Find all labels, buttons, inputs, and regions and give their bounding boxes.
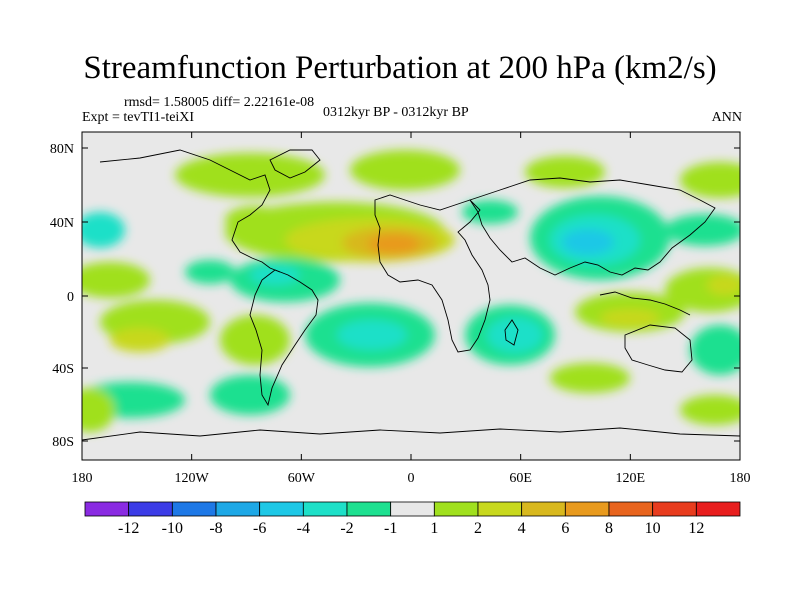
- colorbar-label: 10: [645, 520, 661, 537]
- coast-greenland: [269, 149, 321, 179]
- contour-arctic-atlantic-positive: [350, 150, 460, 190]
- colorbar-label: 12: [688, 520, 704, 537]
- colorbar-label: -4: [297, 520, 310, 537]
- colorbar-swatch: [695, 501, 741, 517]
- contour-bering-positive: [680, 162, 740, 198]
- stats-text: rmsd= 1.58005 diff= 2.22161e-08: [124, 95, 315, 110]
- y-tick-label: 80N: [50, 142, 74, 157]
- colorbar-swatch: [171, 501, 217, 517]
- contour-indonesia-max: [600, 309, 660, 327]
- contour-southeast-pacific-max: [110, 328, 170, 352]
- x-tick-label: 0: [408, 471, 415, 486]
- colorbar-swatch: [259, 501, 304, 517]
- coast-north-america: [99, 149, 281, 273]
- colorbar-swatch: [652, 501, 697, 517]
- x-tick-label: 60E: [509, 471, 532, 486]
- chart-title: Streamfunction Perturbation at 200 hPa (…: [83, 50, 717, 86]
- x-tick-label: 120E: [616, 471, 646, 486]
- y-tick-label: 40N: [50, 216, 74, 231]
- colorbar-label: -12: [118, 520, 139, 537]
- contour-drake-negative: [210, 375, 290, 415]
- x-tick-label: 180: [72, 471, 93, 486]
- y-tick-label: 0: [67, 290, 74, 305]
- season-label: ANN: [711, 110, 742, 125]
- y-tick-label: 40S: [52, 362, 74, 377]
- x-axis: 180 120W 60W 0 60E 120E 180: [72, 132, 751, 486]
- period-label: 0312kyr BP - 0312kyr BP: [323, 105, 469, 120]
- contour-antarctic-positive: [680, 395, 740, 425]
- coast-australia: [624, 324, 693, 373]
- colorbar-label: -6: [253, 520, 266, 537]
- coast-madagascar: [504, 319, 519, 346]
- contour-south-pacific-negative: [690, 325, 740, 375]
- contour-west-pacific-negative: [82, 212, 125, 248]
- coast-indonesia: [599, 291, 691, 316]
- x-tick-label: 180: [730, 471, 751, 486]
- colorbar-swatch: [346, 501, 392, 517]
- coastlines: [82, 149, 740, 441]
- contour-fill-layer: [82, 150, 740, 432]
- contour-south-indian-positive: [550, 363, 630, 393]
- colorbar-swatch: [84, 501, 130, 517]
- colorbar-swatch: [128, 501, 173, 517]
- contour-west-pacific-max: [707, 275, 740, 295]
- contour-north-pacific-negative: [665, 214, 740, 246]
- contour-north-africa-max: [368, 234, 420, 254]
- colorbar-label: 6: [561, 520, 569, 537]
- colorbar-label: -8: [209, 520, 222, 537]
- contour-east-pacific-negative: [185, 260, 235, 284]
- contour-asia-negative-min: [562, 229, 614, 255]
- contour-mediterranean-negative: [462, 200, 518, 224]
- colorbar-label: -10: [162, 520, 183, 537]
- colorbar-label: 1: [430, 520, 438, 537]
- coast-south-america: [249, 269, 319, 407]
- colorbar-swatch: [433, 501, 479, 517]
- contour-indian-negative-min: [487, 317, 543, 353]
- contour-north-america-positive: [225, 206, 285, 234]
- colorbar-swatch: [521, 501, 566, 517]
- colorbar-swatch: [477, 501, 523, 517]
- colorbar-label: 8: [605, 520, 613, 537]
- contour-south-atlantic-min: [337, 320, 407, 350]
- colorbar-label: -2: [340, 520, 353, 537]
- colorbar-label: 4: [518, 520, 526, 537]
- colorbar-swatch: [302, 501, 348, 517]
- colorbar-label: -1: [384, 520, 397, 537]
- colorbar-swatch: [608, 501, 654, 517]
- contour-arctic-asia-positive: [525, 156, 605, 188]
- coast-eurasia: [469, 177, 716, 276]
- colorbar: -12 -10 -8 -6 -4 -2 -1 1 2 4 6 8 10 12: [84, 501, 741, 537]
- x-tick-label: 60W: [288, 471, 316, 486]
- colorbar-swatch: [564, 501, 610, 517]
- contour-south-america-positive-outer: [220, 315, 290, 365]
- colorbar-label: 2: [474, 520, 482, 537]
- y-axis: 80N 40N 0 40S 80S: [50, 142, 740, 450]
- colorbar-swatch: [215, 501, 261, 517]
- experiment-label: Expt = tevTI1-teiXI: [82, 110, 195, 125]
- contour-antarctic-pacific-positive: [82, 388, 115, 432]
- colorbar-swatch: [390, 501, 435, 517]
- coast-antarctica: [82, 427, 740, 441]
- contour-caribbean-negative-min: [250, 265, 300, 285]
- x-tick-label: 120W: [175, 471, 210, 486]
- y-tick-label: 80S: [52, 435, 74, 450]
- contour-equatorial-pacific-positive: [82, 262, 150, 298]
- contour-arctic-america-positive: [175, 153, 325, 197]
- coast-africa-europe: [374, 194, 491, 353]
